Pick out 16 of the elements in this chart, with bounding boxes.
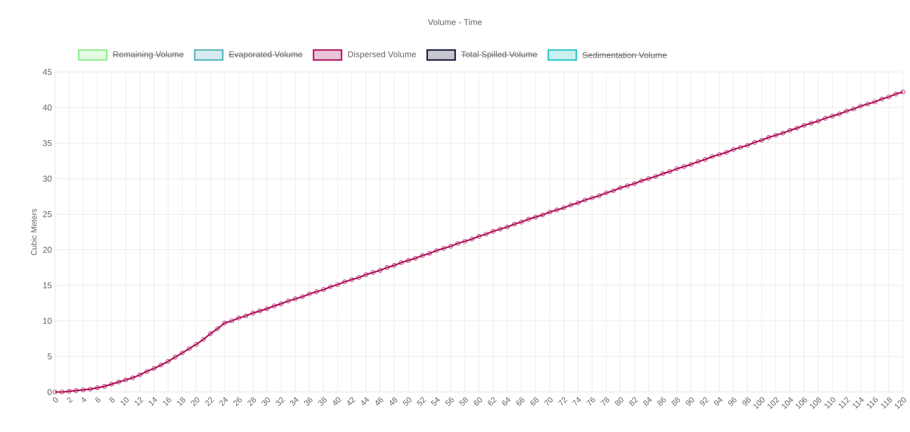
legend-label: Remaining Volume <box>113 51 184 59</box>
y-tick-label: 35 <box>42 140 52 146</box>
legend-label: Total Spilled Volume <box>461 51 537 59</box>
y-tick-label: 10 <box>43 318 52 324</box>
y-tick-label: 0 <box>48 389 52 395</box>
y-tick-label: 30 <box>42 176 52 182</box>
chart-title: Volume - Time <box>428 18 482 26</box>
legend-label: Dispersed Volume <box>348 51 416 59</box>
y-tick-label: 25 <box>42 211 52 218</box>
y-tick-label: 20 <box>42 246 52 253</box>
y-tick-label: 15 <box>43 282 52 288</box>
y-tick-label: 40 <box>42 104 52 111</box>
y-tick-label: 5 <box>48 353 52 360</box>
legend-label: Sedimentation Volume <box>582 52 667 58</box>
legend-label: Evaporated Volume <box>229 51 302 59</box>
y-tick-label: 45 <box>42 69 52 75</box>
